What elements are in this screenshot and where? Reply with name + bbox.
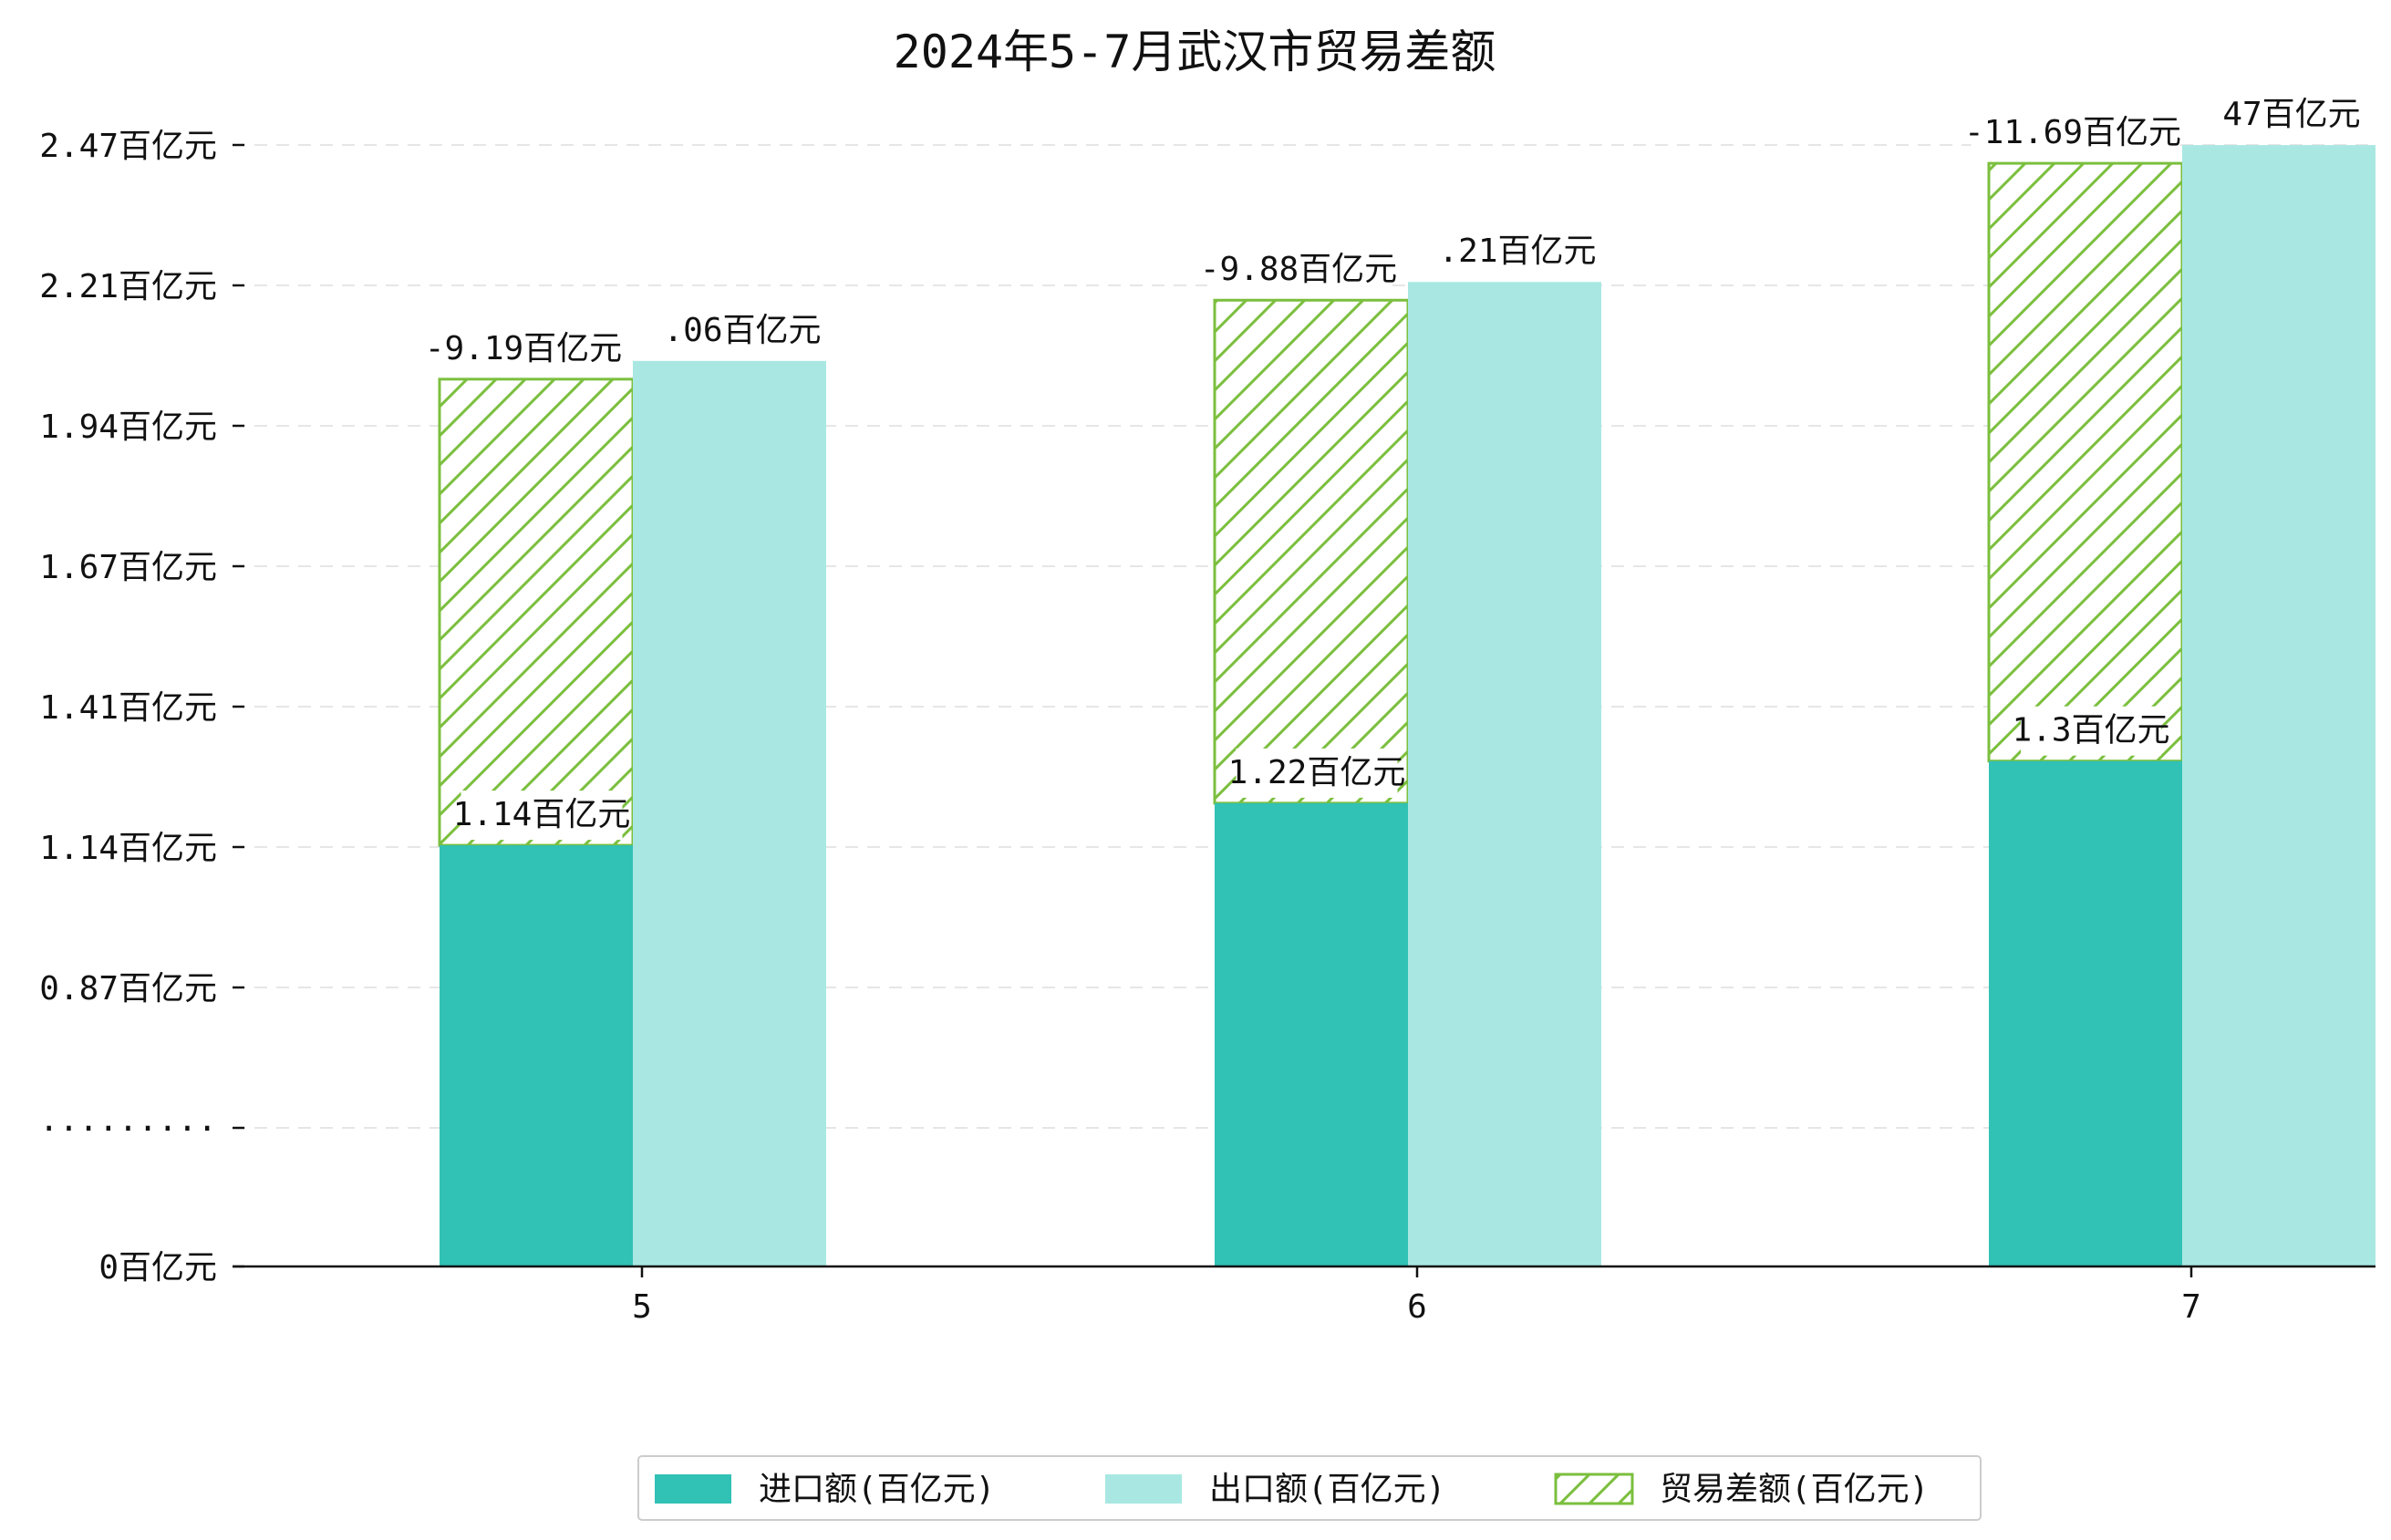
bar-export [1408,282,1601,1266]
label-export-bg [2231,90,2352,140]
label-import-bg [2021,706,2161,756]
bars [438,145,2375,1266]
chart-title: 2024年5-7月武汉市贸易差额 [894,26,1496,78]
bar-trade-balance [1987,161,2184,763]
legend-swatch-balance [1554,1473,1634,1505]
bar-export [633,360,826,1266]
y-tick-label: 1.14百亿元 [39,830,217,867]
label-export: .21百亿元 [1438,233,1596,270]
label-trade-balance: -9.88百亿元 [1200,251,1397,288]
legend-swatch-export [1105,1474,1182,1504]
label-trade-balance-bg [1207,245,1390,295]
bar-import [1215,802,1408,1266]
x-axis: 5 6 7 [632,1266,2201,1326]
y-tick-label: 1.94百亿元 [39,408,217,446]
label-trade-balance-bg [432,324,615,374]
bar-labels: 1.14百亿元 -9.19百亿元 .06百亿元 1.22百亿元 -9.88百亿元 .21百… [425,90,2361,841]
label-trade-balance: -9.19百亿元 [425,330,622,367]
y-tick-label: 2.21百亿元 [39,268,217,305]
y-axis: 0百亿元 ········· 0.87百亿元 1.14百亿元 1.41百亿元 1.67百亿… [39,128,244,1287]
legend-label-balance: 贸易差额(百亿元) [1660,1471,1929,1508]
label-export-bg [672,305,813,356]
bar-import [1989,760,2182,1266]
x-tick-label: 5 [632,1288,652,1326]
bar-import [440,845,633,1266]
y-tick-label: 2.47百亿元 [39,128,217,165]
legend-label-import: 进口额(百亿元) [759,1471,995,1508]
legend: 进口额(百亿元) 出口额(百亿元) 贸易差额(百亿元) [637,1455,1982,1521]
legend-label-export: 出口额(百亿元) [1209,1471,1445,1508]
bar-trade-balance [438,377,635,847]
y-tick-label: 0.87百亿元 [39,970,217,1008]
y-tick-label: 0百亿元 [98,1249,217,1287]
y-tick-label: 1.67百亿元 [39,549,217,586]
bar-export [2182,145,2375,1266]
label-import-bg [461,791,623,841]
x-tick-label: 7 [2181,1288,2201,1326]
label-import-bg [1236,748,1398,798]
label-export: 47百亿元 [2222,96,2360,133]
legend-swatch-import [655,1474,731,1504]
label-trade-balance-bg [1971,109,2175,159]
label-export: .06百亿元 [663,312,821,349]
label-import: 1.14百亿元 [453,796,631,833]
label-export-bg [1447,227,1588,277]
y-tick-label: ········· [39,1111,217,1148]
label-import: 1.22百亿元 [1228,754,1406,791]
legend-frame [637,1455,1982,1521]
y-tick-label: 1.41百亿元 [39,689,217,727]
x-tick-label: 6 [1407,1288,1427,1326]
label-trade-balance: -11.69百亿元 [1964,114,2181,151]
bar-trade-balance [1213,298,1410,805]
label-import: 1.3百亿元 [2012,712,2169,749]
